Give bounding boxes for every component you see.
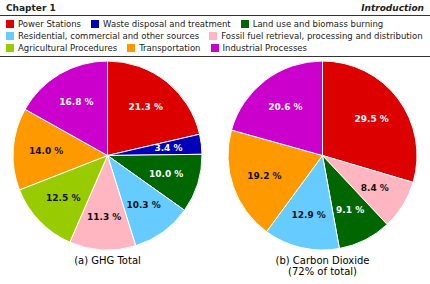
header-text: Chapter 1	[6, 3, 56, 13]
legend-label: Industrial Processes	[223, 43, 307, 53]
data-label: 3.4 %	[154, 143, 182, 153]
legend-item: Industrial Processes	[211, 43, 307, 53]
data-label: 12.9 %	[292, 210, 326, 220]
legend-swatch	[127, 44, 135, 52]
pie	[13, 61, 202, 250]
header-text: Introduction	[361, 3, 424, 13]
legend-item: Residential, commercial and other source…	[6, 31, 199, 41]
legend-item: Power Stations	[6, 19, 81, 29]
pie-slice	[231, 61, 322, 156]
legend-item: Fossil fuel retrieval, processing and di…	[209, 31, 422, 41]
pie-slice	[108, 134, 202, 155]
legend-swatch	[91, 20, 99, 28]
legend-item: Agricultural Procedures	[6, 43, 117, 53]
legend-swatch	[211, 44, 219, 52]
data-label: 29.5 %	[355, 114, 389, 124]
legend-swatch	[6, 20, 14, 28]
chart-title: (b) Carbon Dioxide(72% of total)	[275, 255, 369, 277]
legend-swatch	[241, 20, 249, 28]
legend-label: Transportation	[139, 43, 200, 53]
legend: Power Stations Waste disposal and treatme…	[0, 16, 430, 57]
legend-label: Land use and biomass burning	[253, 19, 384, 29]
legend-swatch	[209, 32, 217, 40]
legend-label: Waste disposal and treatment	[103, 19, 231, 29]
data-label: 12.5 %	[46, 193, 80, 203]
pie	[228, 61, 417, 250]
data-label: 14.0 %	[29, 146, 63, 156]
data-label: 19.2 %	[247, 171, 281, 181]
data-label: 16.8 %	[59, 97, 93, 107]
legend-item: Transportation	[127, 43, 200, 53]
legend-swatch	[6, 32, 14, 40]
data-label: 20.6 %	[268, 102, 302, 112]
legend-label: Residential, commercial and other source…	[18, 31, 199, 41]
pie-slice	[25, 61, 107, 156]
legend-label: Power Stations	[18, 19, 81, 29]
legend-label: Fossil fuel retrieval, processing and di…	[221, 31, 422, 41]
legend-item: Land use and biomass burning	[241, 19, 384, 29]
data-label: 8.4 %	[361, 183, 389, 193]
data-label: 11.3 %	[87, 212, 121, 222]
legend-label: Agricultural Procedures	[18, 43, 117, 53]
data-label: 10.0 %	[149, 169, 183, 179]
header: Chapter 1 Introduction	[0, 0, 430, 16]
legend-swatch	[6, 44, 14, 52]
data-label: 10.3 %	[126, 200, 160, 210]
data-label: 9.1 %	[336, 205, 364, 215]
data-label: 21.3 %	[129, 102, 163, 112]
chart-title: (a) GHG Total	[74, 255, 141, 266]
chart-area: 21.3 % 3.4 % 10.0 % 10.3 % 11.3 % 12.5 % 14.0 …	[0, 57, 430, 284]
legend-item: Waste disposal and treatment	[91, 19, 231, 29]
